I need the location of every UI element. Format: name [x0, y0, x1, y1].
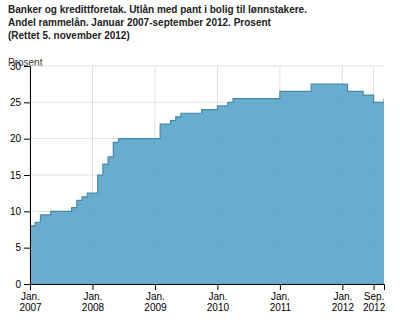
y-axis-line [24, 67, 31, 285]
plot: Jan.2007 Jan.2008 Jan.2009 Jan.2010 Jan.2011… [10, 61, 386, 313]
y-tick-label: 20 [10, 133, 22, 144]
subtitle: Andel rammelån. Januar 2007-september 20… [8, 17, 272, 28]
chart-svg: Banker og kredittforetak. Utlån med pant… [0, 0, 400, 320]
marks [30, 84, 384, 284]
chart-container: Banker og kredittforetak. Utlån med pant… [0, 0, 400, 320]
x-tick-label: Jan.2012 [332, 291, 355, 313]
y-tick: 10 [10, 206, 30, 217]
x-axis-line [31, 285, 385, 291]
y-tick: 0 [15, 279, 30, 290]
y-tick: 15 [10, 170, 30, 181]
line [30, 84, 384, 226]
y-grid-line [30, 66, 384, 67]
y-tick-mark [24, 175, 30, 176]
x-tick-mark [374, 284, 375, 290]
x-tick-label: Jan.2007 [19, 291, 42, 313]
y-tick-mark [24, 66, 30, 67]
y-tick: 30 [10, 61, 30, 72]
annotation: (Rettet 5. november 2012) [8, 30, 130, 41]
x-tick: Jan.2012 [332, 284, 355, 313]
y-tick-mark [24, 284, 30, 285]
x-tick-label: Jan.2008 [82, 291, 105, 313]
x-tick-label: Jan.2010 [207, 291, 230, 313]
y-tick-label: 10 [10, 206, 22, 217]
x-tick-label: Jan.2011 [270, 291, 292, 313]
x-tick-label: Jan.2009 [144, 291, 167, 313]
grid [30, 66, 384, 284]
y-tick-label: 5 [15, 242, 21, 253]
y-tick-mark [24, 102, 30, 103]
y-tick-label: 25 [10, 97, 22, 108]
x-axis: Jan.2007 Jan.2008 Jan.2009 Jan.2010 Jan.2011… [19, 284, 385, 313]
y-tick-label: 15 [10, 170, 22, 181]
x-tick: Jan.2010 [207, 284, 230, 313]
x-tick-mark [342, 284, 343, 290]
x-tick: Sep.2012 [363, 284, 386, 313]
y-tick-mark [24, 211, 30, 212]
y-tick-label: 0 [15, 279, 21, 290]
y-tick-mark [24, 139, 30, 140]
y-tick: 5 [15, 242, 30, 253]
x-tick-mark [280, 284, 281, 290]
x-tick: Jan.2011 [270, 284, 292, 313]
x-tick-mark [92, 284, 93, 290]
x-tick-label: Sep.2012 [363, 291, 386, 313]
x-tick-mark [155, 284, 156, 290]
y-tick: 25 [10, 97, 30, 108]
x-tick: Jan.2009 [144, 284, 167, 313]
y-tick: 20 [10, 133, 30, 144]
x-tick-mark [217, 284, 218, 290]
y-tick-label: 30 [10, 61, 22, 72]
title: Banker og kredittforetak. Utlån med pant… [8, 4, 307, 15]
x-tick: Jan.2007 [19, 284, 42, 313]
x-tick: Jan.2008 [82, 284, 105, 313]
area [30, 84, 384, 284]
y-axis: 0 5 10 15 20 25 30 [10, 61, 31, 290]
y-tick-mark [24, 248, 30, 249]
